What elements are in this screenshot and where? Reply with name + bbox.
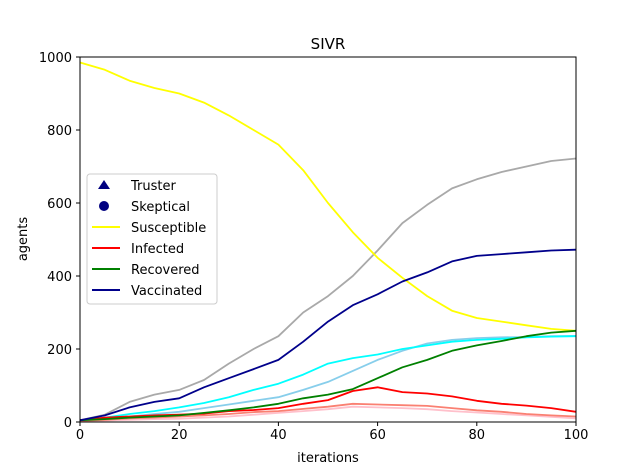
- legend-marker-skeptical: [99, 201, 109, 211]
- series-line-recovered: [79, 329, 577, 422]
- chart-title: SIVR: [311, 35, 346, 53]
- legend-box: [86, 173, 218, 305]
- x-tick-label: 60: [369, 428, 386, 443]
- y-tick-label: 0: [64, 416, 72, 431]
- legend-label-skeptical: Skeptical: [131, 200, 190, 215]
- plot-frame: [79, 56, 577, 423]
- series-line-infected: [79, 386, 577, 422]
- legend-label-truster: Truster: [130, 179, 176, 194]
- legend-label-infected: Infected: [131, 242, 184, 257]
- x-axis-label: iterations: [297, 451, 359, 466]
- y-tick-label: 600: [47, 197, 72, 212]
- x-tick-label: 20: [171, 428, 188, 443]
- series-line-extra-7: [79, 402, 577, 422]
- series-line-extra-5: [79, 335, 577, 422]
- legend-label-recovered: Recovered: [131, 263, 200, 278]
- y-tick-label: 200: [47, 343, 72, 358]
- legend-label-susceptible: Susceptible: [131, 221, 206, 236]
- legend: Truster Skeptical Susceptible Infected Recov…: [86, 173, 218, 305]
- series-line-extra-8: [79, 405, 577, 423]
- x-tick-label: 0: [76, 428, 84, 443]
- y-axis-label: agents: [16, 217, 31, 262]
- x-tick-label: 100: [564, 428, 589, 443]
- y-tick-label: 400: [47, 270, 72, 285]
- series-line-vaccinated: [79, 248, 577, 422]
- legend-marker-truster: [98, 180, 110, 189]
- y-tick-label: 800: [47, 124, 72, 139]
- legend-label-vaccinated: Vaccinated: [131, 284, 202, 299]
- series-line-extra-4: [79, 157, 577, 422]
- series-layer: [79, 61, 577, 423]
- y-tick-label: 1000: [39, 51, 72, 66]
- x-tick-label: 40: [270, 428, 287, 443]
- x-tick-label: 80: [469, 428, 486, 443]
- series-line-extra-6: [79, 335, 577, 422]
- series-line-susceptible: [79, 61, 577, 332]
